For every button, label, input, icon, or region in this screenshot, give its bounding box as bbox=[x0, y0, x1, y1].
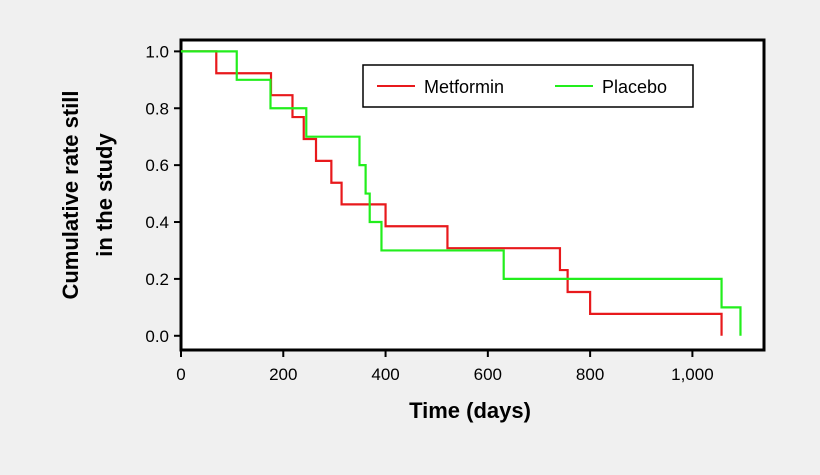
x-tick-label: 600 bbox=[474, 365, 502, 384]
x-tick-label: 1,000 bbox=[671, 365, 714, 384]
y-axis-label-line-1: Cumulative rate still bbox=[58, 90, 83, 299]
y-tick-label: 0.0 bbox=[145, 327, 169, 346]
x-axis: 0 200 400 600 800 1,000 bbox=[176, 350, 714, 384]
y-tick-label: 0.2 bbox=[145, 270, 169, 289]
x-tick-label: 200 bbox=[269, 365, 297, 384]
legend-label-metformin: Metformin bbox=[424, 77, 504, 97]
legend-label-placebo: Placebo bbox=[602, 77, 667, 97]
series-lines bbox=[181, 50, 742, 336]
y-axis-label-line-2: in the study bbox=[92, 133, 117, 257]
series-line-metformin bbox=[181, 50, 723, 336]
x-tick-label: 400 bbox=[371, 365, 399, 384]
y-axis-label: Cumulative rate still in the study bbox=[58, 90, 117, 299]
x-axis-label: Time (days) bbox=[409, 398, 531, 423]
x-tick-label: 0 bbox=[176, 365, 185, 384]
y-tick-label: 0.8 bbox=[145, 99, 169, 118]
legend: Metformin Placebo bbox=[362, 64, 694, 108]
series-line-placebo bbox=[181, 50, 742, 336]
y-axis: 0.0 0.2 0.4 0.6 0.8 1.0 bbox=[145, 42, 181, 346]
y-tick-label: 0.4 bbox=[145, 213, 169, 232]
legend-box bbox=[362, 64, 694, 108]
x-tick-label: 800 bbox=[576, 365, 604, 384]
y-tick-label: 1.0 bbox=[145, 42, 169, 61]
y-tick-label: 0.6 bbox=[145, 156, 169, 175]
